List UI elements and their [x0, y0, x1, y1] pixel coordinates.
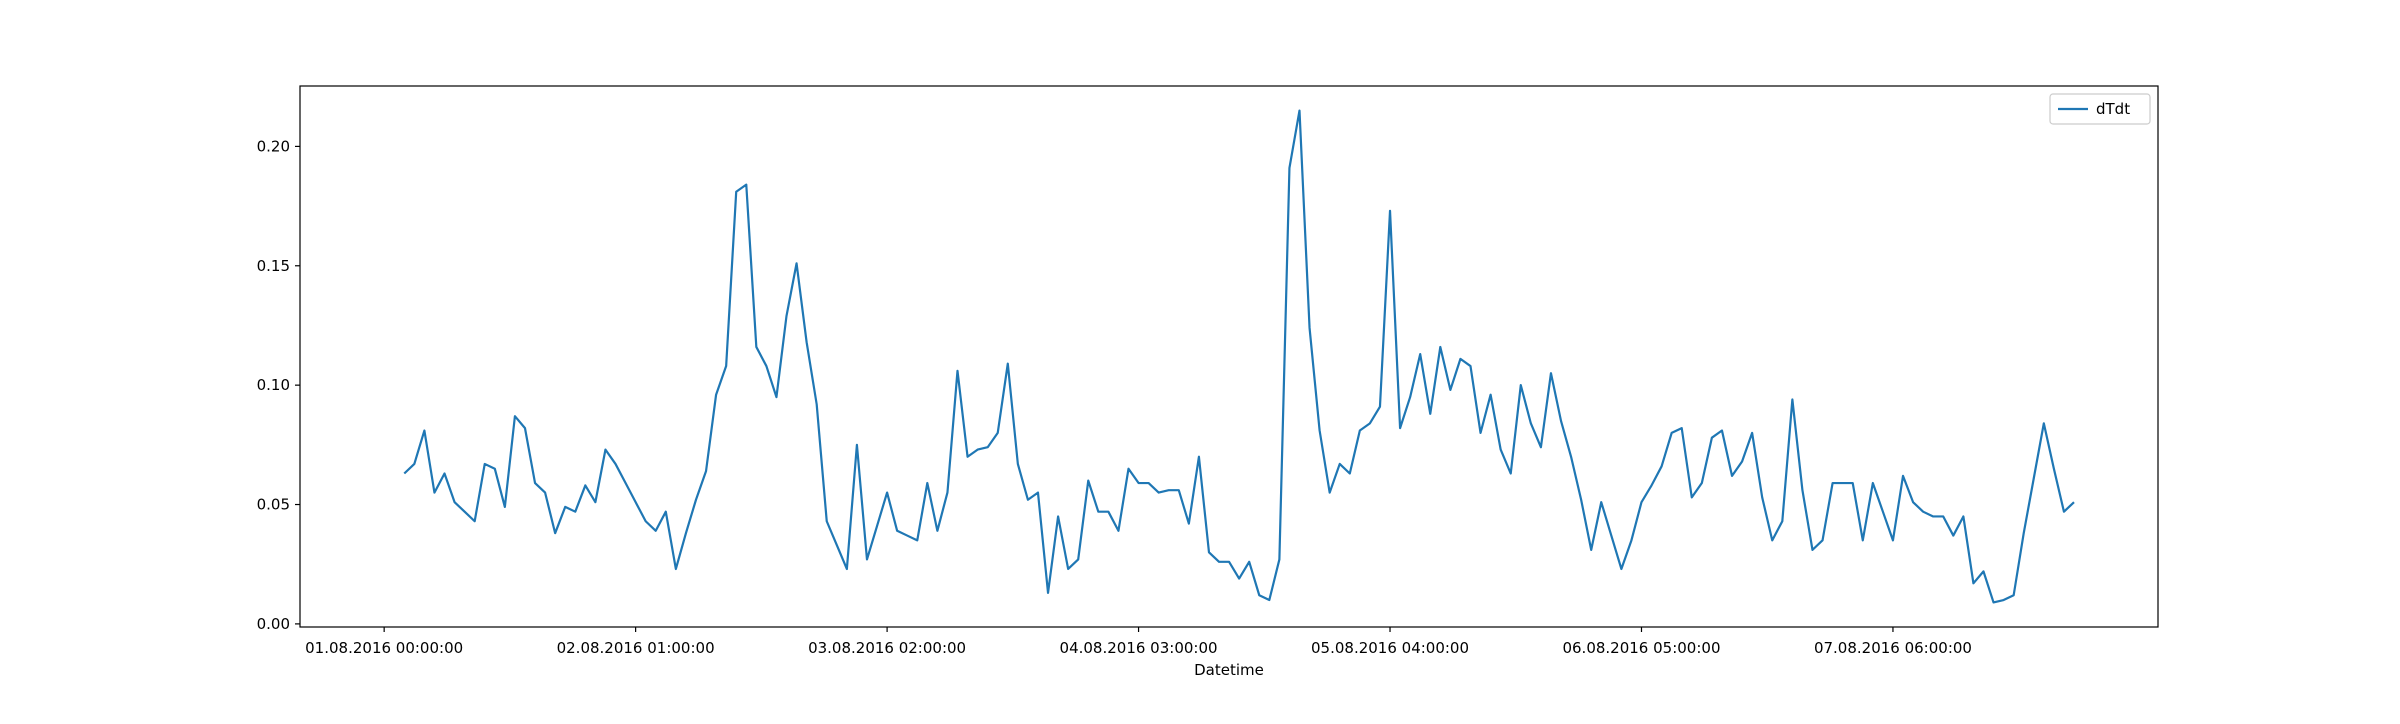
plot-frame: [299, 85, 2159, 628]
x-tick-label: 01.08.2016 00:00:00: [305, 639, 463, 657]
legend-box: [2049, 93, 2151, 125]
y-tick-label: 0.20: [257, 137, 290, 155]
legend-label: dTdt: [2096, 100, 2130, 118]
y-tick-label: 0.10: [257, 376, 290, 394]
x-tick-label: 02.08.2016 01:00:00: [557, 639, 715, 657]
y-tick-label: 0.00: [257, 615, 290, 633]
x-tick-label: 06.08.2016 05:00:00: [1562, 639, 1720, 657]
x-tick-label: 05.08.2016 04:00:00: [1311, 639, 1469, 657]
data-line: [403, 109, 2075, 604]
legend: dTdt: [2049, 93, 2151, 125]
x-tick-label: 04.08.2016 03:00:00: [1060, 639, 1218, 657]
y-tick-label: 0.05: [257, 496, 290, 514]
x-tick-label: 07.08.2016 06:00:00: [1814, 639, 1972, 657]
x-tick-label: 03.08.2016 02:00:00: [808, 639, 966, 657]
y-tick-label: 0.15: [257, 257, 290, 275]
x-axis-label: Datetime: [1194, 661, 1264, 679]
